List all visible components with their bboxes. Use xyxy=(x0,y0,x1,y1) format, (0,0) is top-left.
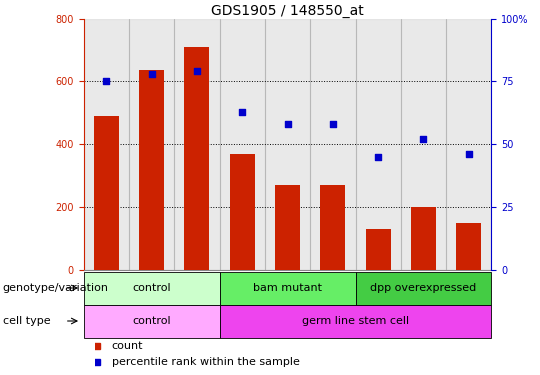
Bar xyxy=(220,304,491,338)
Bar xyxy=(139,70,164,270)
Point xyxy=(419,136,428,142)
Bar xyxy=(411,207,436,270)
Bar xyxy=(84,304,220,338)
Bar xyxy=(174,19,220,270)
Point xyxy=(284,121,292,127)
Bar xyxy=(275,185,300,270)
Bar xyxy=(310,19,355,270)
Bar xyxy=(355,19,401,270)
Point xyxy=(374,154,382,160)
Point xyxy=(147,71,156,77)
Text: cell type: cell type xyxy=(3,316,50,326)
Text: control: control xyxy=(132,283,171,293)
Bar xyxy=(456,223,481,270)
Bar xyxy=(185,47,210,270)
Bar xyxy=(84,19,129,270)
Point xyxy=(193,68,201,74)
Title: GDS1905 / 148550_at: GDS1905 / 148550_at xyxy=(211,4,364,18)
Text: count: count xyxy=(112,341,143,351)
Bar xyxy=(220,272,355,304)
Bar xyxy=(129,19,174,270)
Bar xyxy=(355,272,491,304)
Bar xyxy=(265,19,310,270)
Bar xyxy=(230,154,255,270)
Bar xyxy=(366,229,390,270)
Bar xyxy=(84,272,220,304)
Point xyxy=(328,121,337,127)
Bar xyxy=(220,19,265,270)
Bar xyxy=(401,19,446,270)
Text: dpp overexpressed: dpp overexpressed xyxy=(370,283,477,293)
Point xyxy=(102,78,111,84)
Text: genotype/variation: genotype/variation xyxy=(3,283,109,293)
Bar xyxy=(320,185,345,270)
Text: control: control xyxy=(132,316,171,326)
Text: bam mutant: bam mutant xyxy=(253,283,322,293)
Point xyxy=(464,151,473,157)
Text: germ line stem cell: germ line stem cell xyxy=(302,316,409,326)
Point xyxy=(238,109,247,115)
Bar xyxy=(94,116,119,270)
Bar xyxy=(446,19,491,270)
Text: percentile rank within the sample: percentile rank within the sample xyxy=(112,357,300,367)
